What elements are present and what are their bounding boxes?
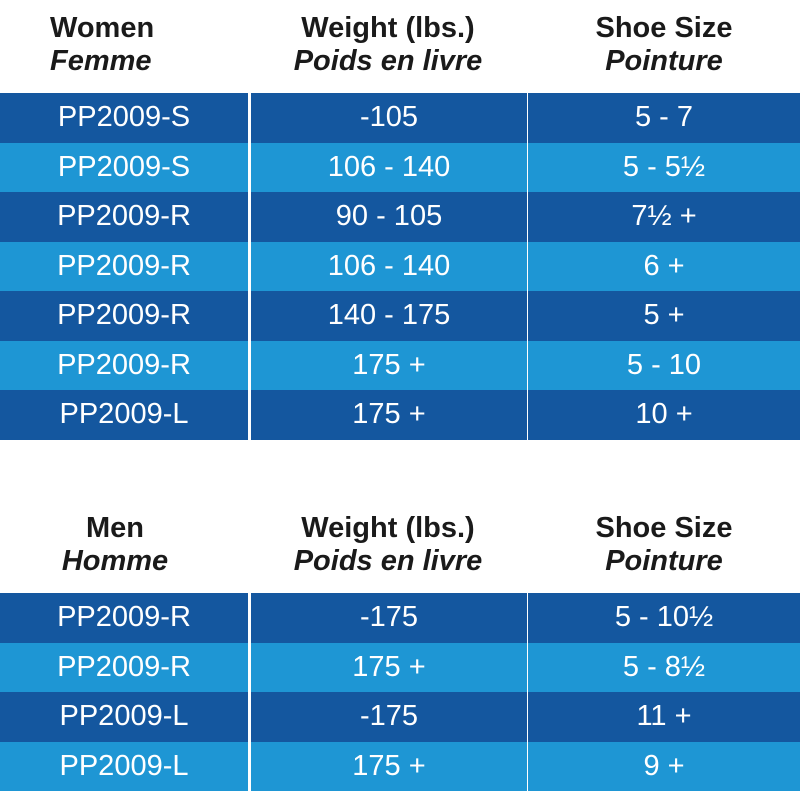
cell-weight: 106 - 140	[251, 241, 527, 291]
table-row: PP2009-R 140 - 175 5 +	[0, 291, 800, 341]
table-row: PP2009-R -175 5 - 10½	[0, 593, 800, 643]
cell-model: PP2009-R	[0, 340, 248, 390]
table-row: PP2009-L 175 + 9 +	[0, 741, 800, 791]
cell-shoe-size: 11 +	[528, 692, 800, 742]
cell-shoe-size: 10 +	[528, 390, 800, 440]
cell-shoe-size: 5 - 8½	[528, 642, 800, 692]
header-label-en: Weight (lbs.)	[301, 512, 475, 544]
header-weight: Weight (lbs.) Poids en livre	[250, 512, 526, 578]
header-weight: Weight (lbs.) Poids en livre	[250, 12, 526, 78]
cell-model: PP2009-R	[0, 192, 248, 242]
header-label-fr: Poids en livre	[293, 545, 483, 577]
women-size-table: Women Femme Weight (lbs.) Poids en livre…	[0, 0, 800, 440]
cell-weight: 106 - 140	[251, 142, 527, 192]
table-row: PP2009-S 106 - 140 5 - 5½	[0, 142, 800, 192]
cell-shoe-size: 5 - 10	[528, 340, 800, 390]
cell-model: PP2009-L	[0, 741, 248, 791]
cell-model: PP2009-L	[0, 390, 248, 440]
cell-weight: -105	[251, 93, 527, 143]
cell-model: PP2009-R	[0, 593, 248, 643]
table-row: PP2009-L -175 11 +	[0, 692, 800, 742]
cell-model: PP2009-S	[0, 93, 248, 143]
cell-weight: 175 +	[251, 642, 527, 692]
header-label-fr: Pointure	[605, 545, 723, 577]
cell-weight: -175	[251, 593, 527, 643]
header-label-en: Shoe Size	[595, 12, 733, 44]
men-size-table: Men Homme Weight (lbs.) Poids en livre S…	[0, 500, 800, 791]
table-row: PP2009-R 106 - 140 6 +	[0, 241, 800, 291]
header-label-en: Men	[86, 512, 144, 544]
header-model: Men Homme	[0, 512, 230, 578]
header-label-en: Women	[50, 12, 155, 44]
table-header: Women Femme Weight (lbs.) Poids en livre…	[0, 0, 800, 93]
header-model: Women Femme	[50, 12, 154, 78]
header-label-en: Shoe Size	[595, 512, 733, 544]
header-label-fr: Homme	[61, 545, 169, 577]
cell-weight: -175	[251, 692, 527, 742]
table-header: Men Homme Weight (lbs.) Poids en livre S…	[0, 500, 800, 593]
table-row: PP2009-S -105 5 - 7	[0, 93, 800, 143]
cell-model: PP2009-R	[0, 642, 248, 692]
cell-shoe-size: 5 - 5½	[528, 142, 800, 192]
header-shoe-size: Shoe Size Pointure	[528, 12, 800, 78]
cell-weight: 140 - 175	[251, 291, 527, 341]
cell-model: PP2009-R	[0, 291, 248, 341]
cell-weight: 175 +	[251, 390, 527, 440]
table-row: PP2009-R 175 + 5 - 10	[0, 340, 800, 390]
cell-shoe-size: 6 +	[528, 241, 800, 291]
cell-weight: 175 +	[251, 741, 527, 791]
cell-weight: 90 - 105	[251, 192, 527, 242]
table-row: PP2009-R 175 + 5 - 8½	[0, 642, 800, 692]
table-row: PP2009-R 90 - 105 7½ +	[0, 192, 800, 242]
cell-shoe-size: 5 - 7	[528, 93, 800, 143]
table-row: PP2009-L 175 + 10 +	[0, 390, 800, 440]
cell-model: PP2009-R	[0, 241, 248, 291]
header-label-en: Weight (lbs.)	[301, 12, 475, 44]
cell-shoe-size: 7½ +	[528, 192, 800, 242]
cell-shoe-size: 5 - 10½	[528, 593, 800, 643]
cell-model: PP2009-S	[0, 142, 248, 192]
cell-shoe-size: 9 +	[528, 741, 800, 791]
header-label-fr: Pointure	[605, 45, 723, 77]
cell-shoe-size: 5 +	[528, 291, 800, 341]
header-shoe-size: Shoe Size Pointure	[528, 512, 800, 578]
header-label-fr: Poids en livre	[293, 45, 483, 77]
cell-model: PP2009-L	[0, 692, 248, 742]
header-label-fr: Femme	[50, 45, 152, 77]
cell-weight: 175 +	[251, 340, 527, 390]
